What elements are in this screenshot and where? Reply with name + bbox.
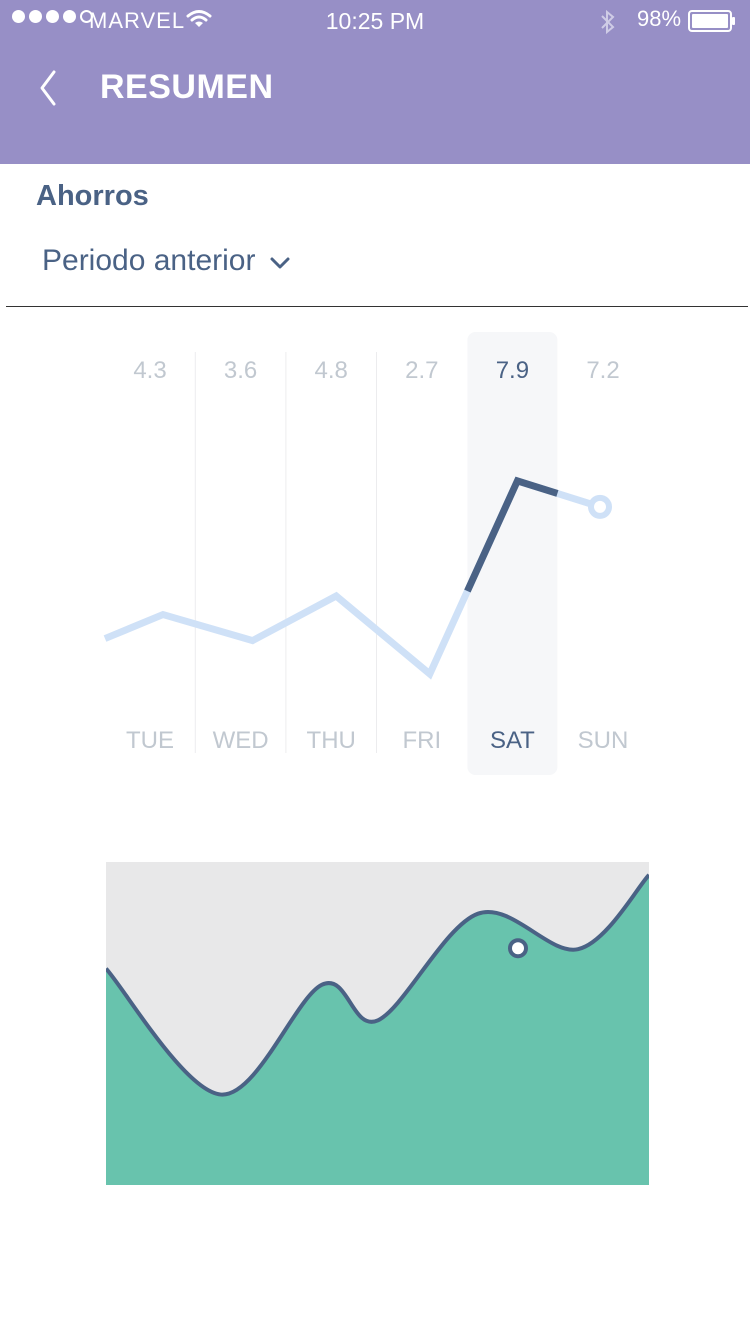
value-label: 4.8 (315, 357, 348, 384)
savings-area-chart (106, 862, 649, 1185)
day-label[interactable]: SUN (578, 727, 629, 754)
area-highlight-point[interactable] (508, 938, 528, 959)
value-label: 7.9 (496, 357, 529, 384)
chevron-down-icon (269, 244, 291, 278)
period-dropdown[interactable]: Periodo anterior (42, 244, 291, 278)
chevron-left-icon (28, 70, 72, 116)
value-label: 7.2 (586, 357, 619, 384)
back-button[interactable] (28, 64, 72, 112)
selected-day-segment (464, 476, 559, 593)
bluetooth-icon (598, 8, 618, 42)
weekly-savings-chart: 4.3 TUE 3.6 WED 4.8 THU 2.7 FRI 7.9 SAT 7.2 SUN (103, 332, 629, 775)
value-label: 3.6 (224, 357, 257, 384)
section-title: Ahorros (36, 180, 149, 212)
day-label[interactable]: SAT (490, 727, 535, 754)
value-label: 4.3 (133, 357, 166, 384)
clock: 10:25 PM (325, 8, 425, 34)
day-label[interactable]: TUE (126, 727, 174, 754)
page-title: RESUMEN (100, 68, 274, 106)
status-bar: MARVEL 10:25 PM 98% (0, 0, 750, 44)
battery-icon (688, 10, 736, 32)
selected-day-highlight (467, 332, 558, 775)
day-label[interactable]: WED (213, 727, 269, 754)
day-label[interactable]: THU (307, 727, 356, 754)
signal-strength-icon (12, 10, 93, 23)
battery-percentage: 98% (637, 6, 682, 31)
period-dropdown-label: Periodo anterior (42, 244, 256, 277)
carrier-name: MARVEL (89, 8, 186, 33)
divider (6, 306, 748, 307)
wifi-icon (186, 8, 212, 36)
area-line (106, 873, 649, 1097)
value-label: 2.7 (405, 357, 438, 384)
day-label[interactable]: FRI (402, 727, 441, 754)
week-end-point (588, 494, 612, 519)
app-header (0, 0, 750, 164)
